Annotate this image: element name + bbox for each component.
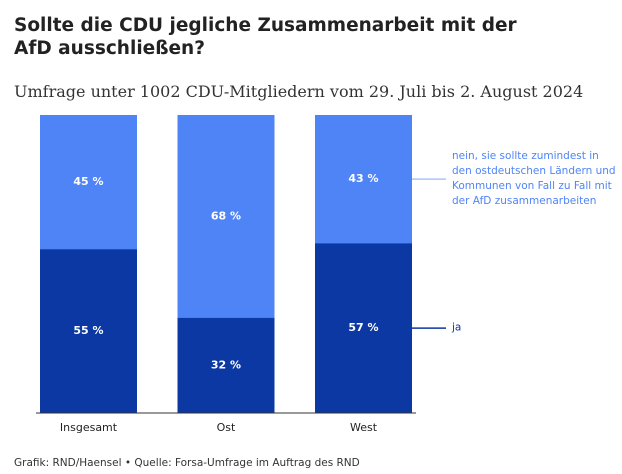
value-label: 68 %: [211, 209, 241, 222]
bar-segment: [40, 249, 137, 413]
value-label: 57 %: [348, 321, 378, 334]
x-tick-label: Ost: [217, 421, 236, 434]
bar-segment: [177, 115, 275, 318]
bar-segment: [315, 243, 412, 413]
x-tick-label: Insgesamt: [60, 421, 118, 434]
value-label: 32 %: [211, 358, 241, 371]
value-label: 55 %: [73, 324, 103, 337]
chart-title: Sollte die CDU jegliche Zusammenarbeit m…: [14, 15, 517, 59]
legend-label: nein, sie sollte zumindest in den ostdeu…: [452, 150, 616, 208]
value-label: 43 %: [348, 172, 378, 185]
chart-subtitle: Umfrage unter 1002 CDU-Mitgliedern vom 2…: [14, 82, 584, 101]
x-tick-label: West: [350, 421, 378, 434]
bar-segment: [177, 317, 275, 413]
bar-segment: [315, 115, 412, 244]
source-note: Grafik: RND/Haensel • Quelle: Forsa-Umfr…: [14, 457, 360, 469]
bar-segment: [40, 115, 137, 250]
legend-label: ja: [452, 321, 462, 334]
value-label: 45 %: [73, 175, 103, 188]
